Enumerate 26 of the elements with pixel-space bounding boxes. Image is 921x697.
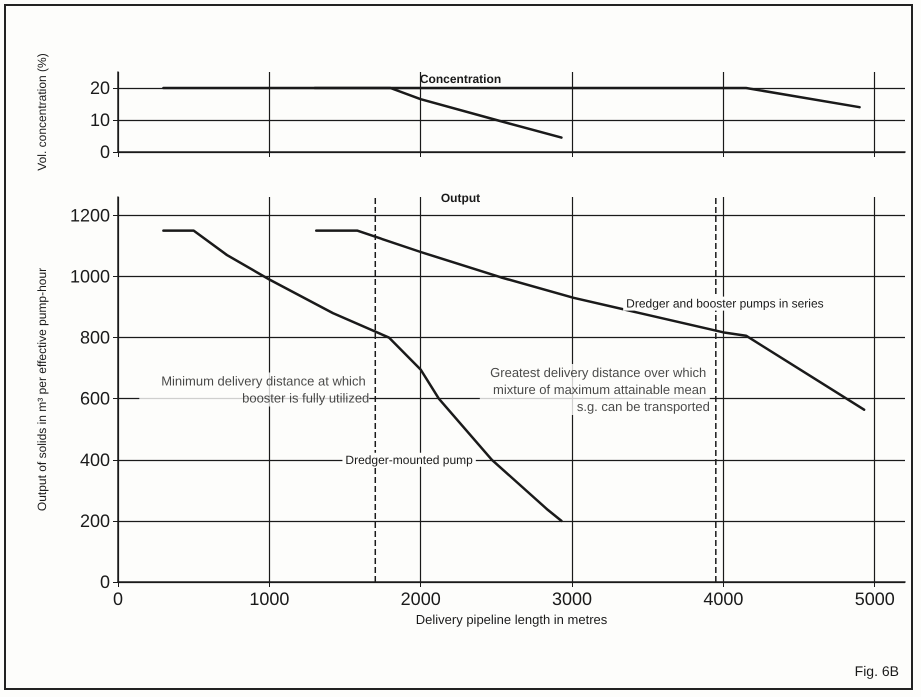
series-label: Dredger-mounted pump — [345, 452, 474, 467]
y-axis-title: Output of solids in m³ per effective pump-hour — [35, 268, 49, 512]
chart-title: Concentration — [420, 72, 502, 86]
x-tick-label: 2000 — [400, 589, 441, 609]
y-tick-label: 1000 — [70, 266, 110, 286]
y-tick-label: 10 — [90, 110, 110, 130]
x-axis-title: Delivery pipeline length in metres — [416, 612, 608, 627]
series-label: Dredger and booster pumps in series — [626, 296, 824, 311]
x-tick-label: 4000 — [703, 589, 744, 609]
y-tick-label: 400 — [80, 450, 110, 470]
y-tick-label: 200 — [80, 510, 110, 531]
y-tick-label: 600 — [80, 388, 110, 409]
y-tick-label: 1200 — [70, 205, 110, 226]
ref-line-label: Greatest delivery distance over which mixture of maximum attainable mean s.g. can be transported — [490, 365, 710, 414]
y-tick-label: 0 — [100, 572, 110, 592]
x-tick-label: 1000 — [249, 589, 290, 609]
x-tick-label: 5000 — [854, 589, 895, 609]
caption: Fig. 6B — [854, 663, 900, 679]
y-tick-label: 20 — [90, 78, 110, 98]
chart-title: Output — [440, 191, 480, 205]
x-tick-label: 0 — [112, 589, 124, 609]
y-tick-label: 800 — [80, 328, 110, 348]
x-tick-label: 3000 — [552, 589, 592, 609]
y-axis-title: Vol. concentration (%) — [35, 53, 49, 171]
ref-line-label: Minimum delivery distance at which booster is fully utilized — [161, 374, 370, 406]
y-tick-label: 0 — [100, 142, 110, 162]
